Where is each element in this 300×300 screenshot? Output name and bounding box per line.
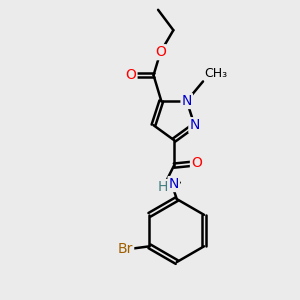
Text: N: N	[189, 118, 200, 132]
Text: O: O	[126, 68, 136, 82]
Text: H: H	[158, 180, 169, 194]
Text: N: N	[182, 94, 192, 108]
Text: O: O	[191, 156, 202, 170]
Text: O: O	[155, 45, 166, 59]
Text: CH₃: CH₃	[205, 67, 228, 80]
Text: Br: Br	[118, 242, 133, 256]
Text: N: N	[169, 177, 179, 191]
